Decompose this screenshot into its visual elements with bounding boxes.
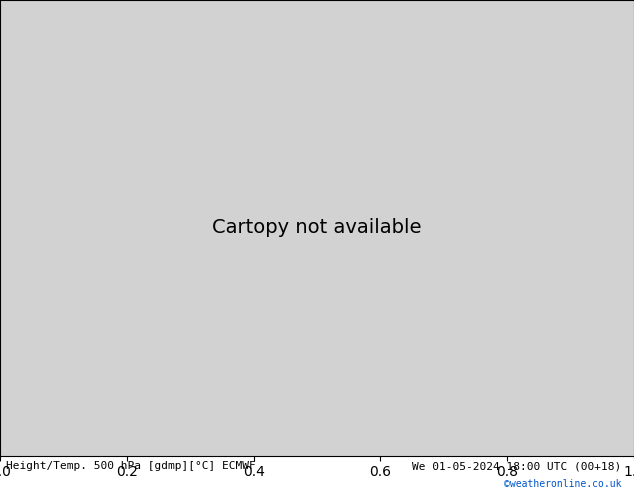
Text: Height/Temp. 500 hPa [gdmp][°C] ECMWF: Height/Temp. 500 hPa [gdmp][°C] ECMWF: [6, 461, 256, 471]
Text: Cartopy not available: Cartopy not available: [212, 219, 422, 237]
Text: ©weatheronline.co.uk: ©weatheronline.co.uk: [504, 480, 621, 490]
Text: We 01-05-2024 18:00 UTC (00+18): We 01-05-2024 18:00 UTC (00+18): [412, 461, 621, 471]
